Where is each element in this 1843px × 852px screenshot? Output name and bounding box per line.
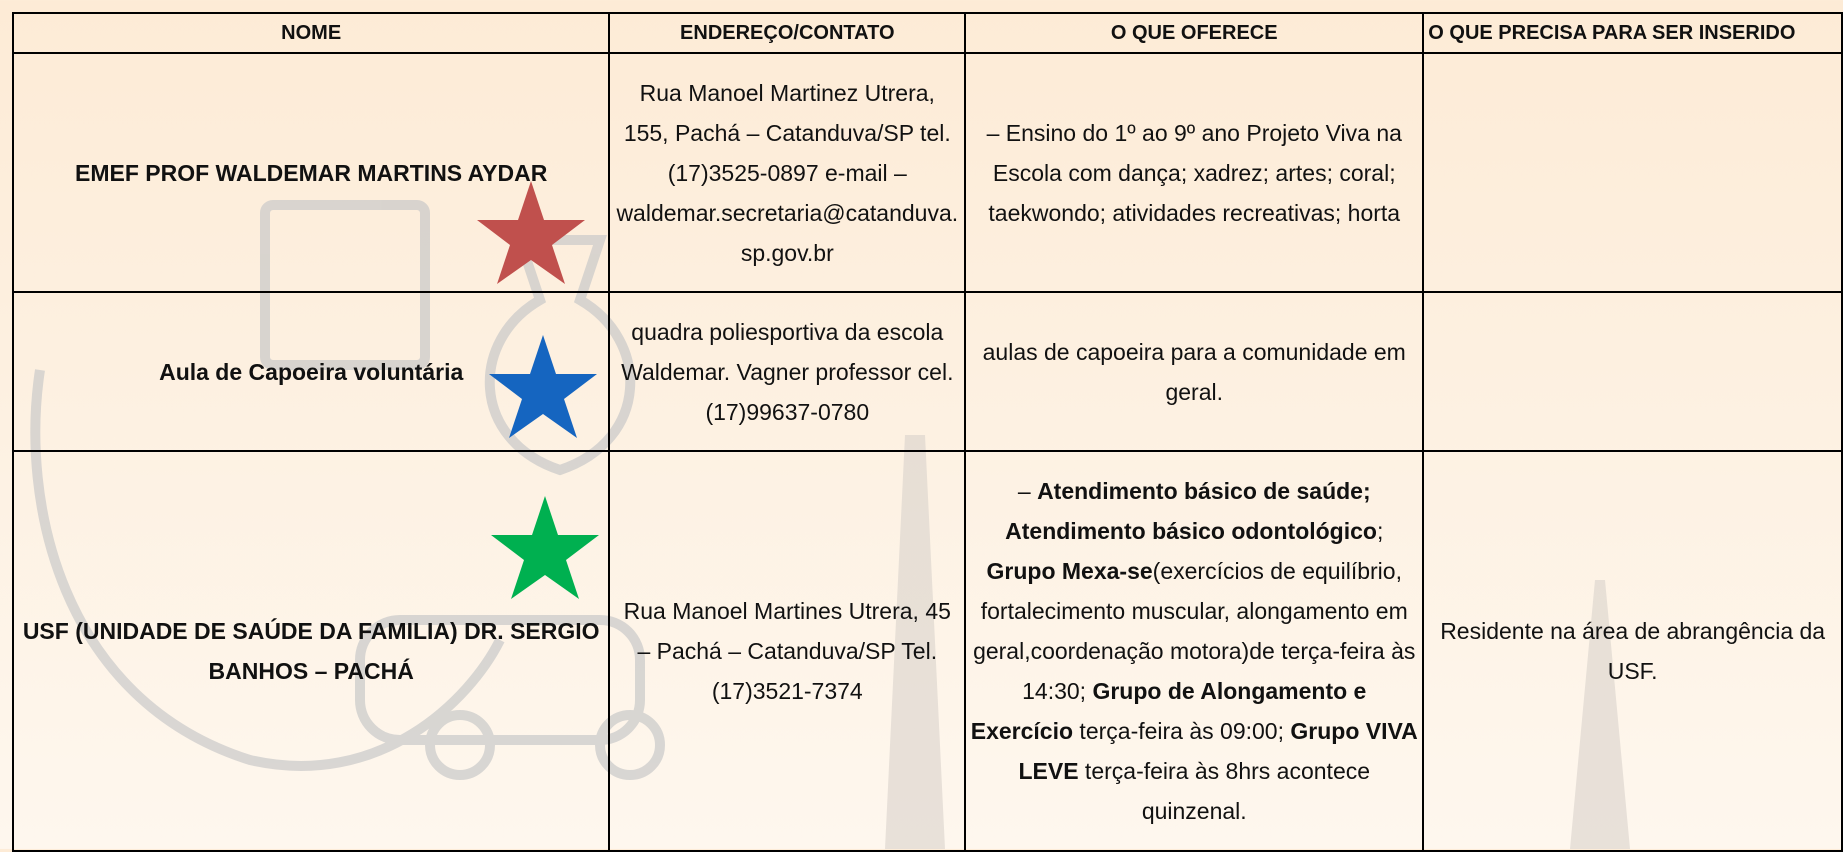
header-row: NOME ENDEREÇO/CONTATO O QUE OFERECE O QU…: [11, 12, 1843, 54]
offer-cell: – Ensino do 1º ao 9º ano Projeto Viva na…: [964, 52, 1425, 293]
text: (exercícios de equilíbrio, fortaleciment…: [973, 558, 1416, 704]
address-cell: Rua Manoel Martines Utrera, 45 – Pachá –…: [608, 450, 967, 852]
name-cell: Aula de Capoeira voluntária: [11, 291, 611, 452]
name-cell: EMEF PROF WALDEMAR MARTINS AYDAR: [11, 52, 611, 293]
offer-cell: – Atendimento básico de saúde; Atendimen…: [964, 450, 1425, 852]
requirement-cell: [1422, 291, 1843, 452]
offer-cell: aulas de capoeira para a comunidade em g…: [964, 291, 1425, 452]
name-cell: USF (UNIDADE DE SAÚDE DA FAMILIA) DR. SE…: [11, 450, 611, 852]
table-row: EMEF PROF WALDEMAR MARTINS AYDAR Rua Man…: [11, 52, 1843, 293]
header-cell: O QUE OFERECE: [964, 12, 1425, 54]
text: terça-feira às 8hrs acontece quinzenal.: [1078, 758, 1371, 824]
requirement-cell: Residente na área de abrangência da USF.: [1422, 450, 1843, 852]
text: ;: [1376, 518, 1384, 544]
header-cell: ENDEREÇO/CONTATO: [608, 12, 967, 54]
header-cell: NOME: [11, 12, 611, 54]
bold-text: Grupo de Alongamento e Exercício: [970, 678, 1367, 744]
bold-text: Grupo VIVA LEVE: [1018, 718, 1418, 784]
requirement-cell: [1422, 52, 1843, 293]
address-cell: quadra poliesportiva da escola Waldemar.…: [608, 291, 967, 452]
text: terça-feira às 09:00;: [1073, 718, 1291, 744]
bold-text: Grupo Mexa-se: [986, 558, 1153, 584]
table-row: Aula de Capoeira voluntária quadra polie…: [11, 291, 1843, 452]
text: –: [1017, 478, 1038, 504]
address-cell: Rua Manoel Martinez Utrera, 155, Pachá –…: [608, 52, 967, 293]
header-cell: O QUE PRECISA PARA SER INSERIDO: [1422, 12, 1843, 54]
info-table: NOME ENDEREÇO/CONTATO O QUE OFERECE O QU…: [11, 12, 1843, 852]
bold-text: Atendimento básico de saúde; Atendimento…: [1005, 478, 1377, 544]
table-row: USF (UNIDADE DE SAÚDE DA FAMILIA) DR. SE…: [11, 450, 1843, 852]
